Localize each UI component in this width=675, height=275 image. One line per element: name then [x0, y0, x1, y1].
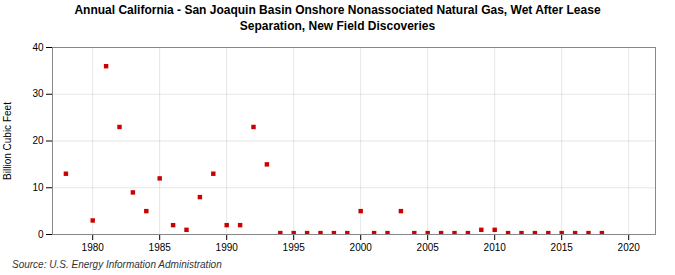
svg-text:1990: 1990: [216, 242, 239, 253]
svg-text:40: 40: [32, 42, 44, 53]
svg-text:2010: 2010: [484, 242, 507, 253]
svg-text:1980: 1980: [82, 242, 105, 253]
svg-text:20: 20: [32, 135, 44, 146]
svg-text:0: 0: [38, 229, 44, 240]
svg-text:2000: 2000: [350, 242, 373, 253]
svg-text:2015: 2015: [551, 242, 574, 253]
html-text:Annual California - San Joaqui: Annual California - San Joaquin Basin On…: [74, 3, 601, 33]
svg-text:2005: 2005: [417, 242, 440, 253]
svg-text:2020: 2020: [618, 242, 641, 253]
svg-text:30: 30: [32, 89, 44, 100]
svg-text:10: 10: [32, 182, 44, 193]
svg-text:Billion Cubic Feet: Billion Cubic Feet: [2, 102, 13, 180]
svg-text:1985: 1985: [149, 242, 172, 253]
html-text:Source: U.S. Energy Informatio: Source: U.S. Energy Information Administ…: [12, 259, 222, 271]
svg-text:1995: 1995: [283, 242, 306, 253]
